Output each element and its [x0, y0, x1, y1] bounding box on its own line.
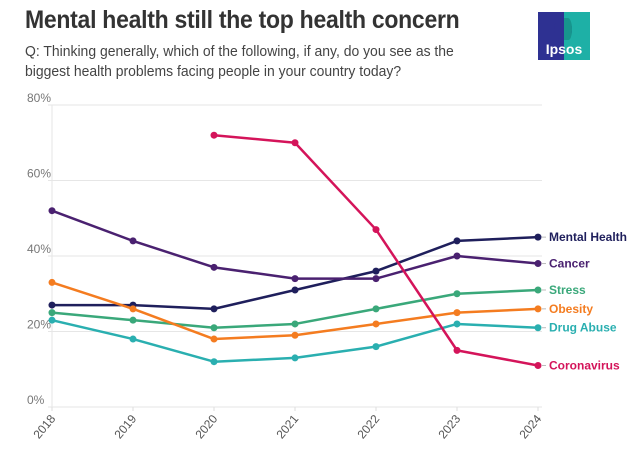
x-tick-label: 2023: [435, 412, 463, 442]
obesity-point: [48, 278, 56, 286]
y-tick-label: 60%: [27, 167, 51, 181]
x-tick-label: 2022: [354, 412, 382, 442]
obesity-point: [453, 309, 461, 317]
obesity-point: [291, 331, 299, 339]
cancer-point: [291, 275, 299, 283]
stress-point: [48, 309, 56, 317]
coronavirus-line: [213, 133, 539, 367]
series-label-stress: Stress: [549, 283, 586, 297]
obesity-point: [534, 305, 542, 313]
obesity-point: [129, 305, 137, 313]
series-cancer: [48, 207, 542, 283]
ipsos-logo: Ipsos: [538, 12, 590, 60]
drug-abuse-point: [372, 343, 380, 351]
coronavirus-point: [534, 361, 542, 369]
series-obesity: [48, 278, 542, 343]
series-label-mental-health: Mental Health: [549, 230, 627, 244]
stress-point: [372, 305, 380, 313]
cancer-point: [129, 237, 137, 245]
drug-abuse-point: [129, 335, 137, 343]
cancer-point: [453, 252, 461, 260]
coronavirus-point: [210, 131, 218, 139]
coronavirus-point: [453, 346, 461, 354]
x-tick-label: 2021: [273, 412, 301, 442]
y-tick-label: 20%: [27, 318, 51, 332]
y-tick-label: 80%: [27, 91, 51, 105]
y-axis-ticks: 0% 20% 40% 60% 80%: [27, 91, 51, 407]
chart-subtitle: Q: Thinking generally, which of the foll…: [25, 43, 454, 80]
drug-abuse-point: [291, 354, 299, 362]
drug-abuse-point: [48, 316, 56, 324]
x-axis-ticks: 2018 2019 2020 2021 2022 2023 2024: [30, 407, 545, 442]
cancer-point: [372, 275, 380, 283]
stress-point: [453, 290, 461, 298]
stress-point: [129, 316, 137, 324]
drug-abuse-point: [534, 324, 542, 332]
x-tick-label: 2020: [192, 412, 220, 442]
x-tick-label: 2018: [30, 412, 58, 442]
stress-point: [534, 286, 542, 294]
cancer-point: [534, 260, 542, 268]
coronavirus-point: [372, 226, 380, 234]
y-tick-label: 0%: [27, 393, 45, 407]
series-lines: [48, 131, 542, 369]
mental-health-point: [534, 233, 542, 241]
mental-health-line: [52, 235, 539, 311]
logo-head-shade: [564, 18, 572, 40]
obesity-point: [372, 320, 380, 328]
mental-health-point: [453, 237, 461, 245]
series-label-obesity: Obesity: [549, 302, 593, 316]
obesity-point: [210, 335, 218, 343]
x-tick-label: 2024: [516, 412, 544, 442]
series-label-drug-abuse: Drug Abuse: [549, 321, 617, 335]
series-stress: [48, 286, 542, 332]
series-labels: Mental Health Cancer Stress Obesity Drug Abu…: [542, 230, 627, 372]
drug-abuse-point: [210, 358, 218, 366]
cancer-point: [210, 263, 218, 271]
cancer-line: [51, 209, 539, 280]
series-label-cancer: Cancer: [549, 257, 590, 271]
mental-health-point: [372, 267, 380, 275]
series-drug-abuse: [48, 316, 542, 366]
series-label-coronavirus: Coronavirus: [549, 358, 620, 372]
stress-point: [291, 320, 299, 328]
mental-health-point: [48, 301, 56, 309]
mental-health-point: [210, 305, 218, 313]
chart-title: Mental health still the top health conce…: [25, 6, 460, 34]
logo-text: Ipsos: [545, 41, 583, 57]
mental-health-point: [291, 286, 299, 294]
x-tick-label: 2019: [111, 412, 139, 442]
coronavirus-point: [291, 139, 299, 147]
drug-abuse-point: [453, 320, 461, 328]
series-coronavirus: [210, 131, 542, 369]
series-mental-health: [48, 233, 542, 313]
stress-point: [210, 324, 218, 332]
cancer-point: [48, 207, 56, 215]
y-tick-label: 40%: [27, 242, 51, 256]
